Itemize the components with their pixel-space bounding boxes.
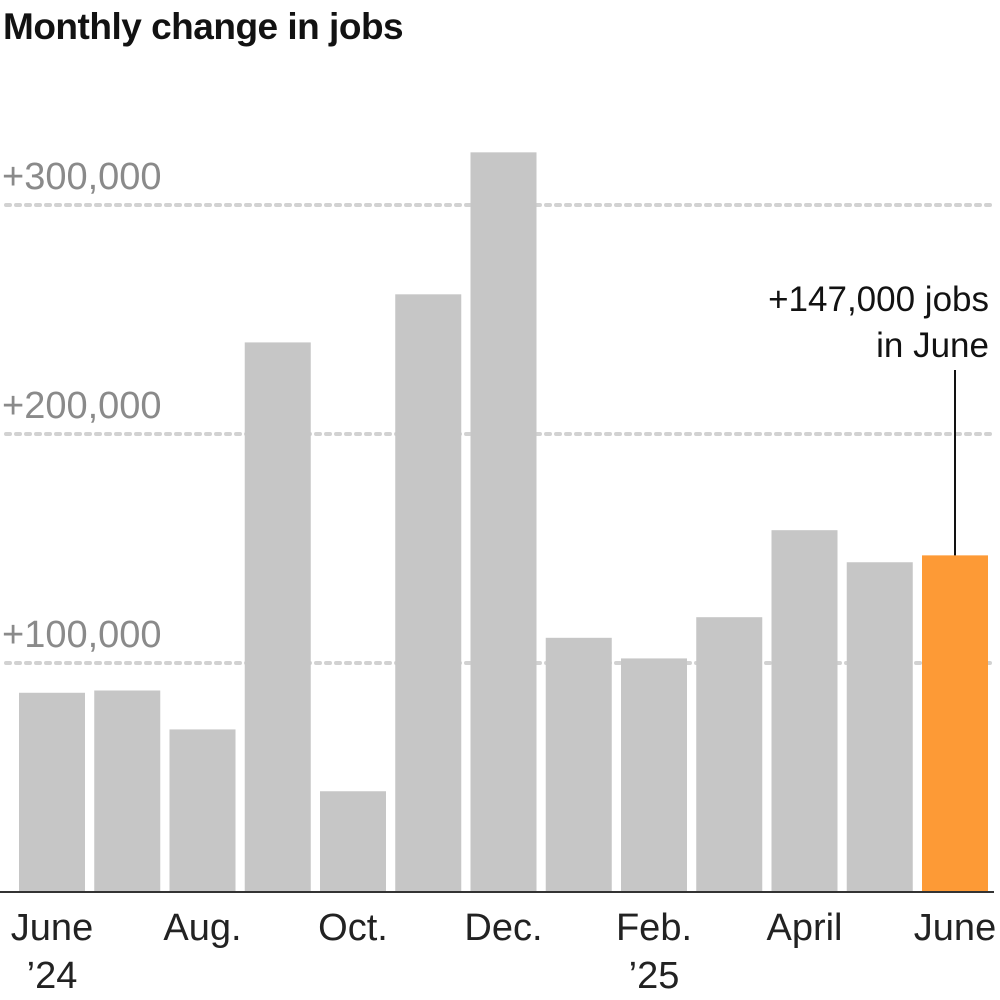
bar (19, 692, 85, 892)
bar (846, 562, 913, 892)
annotation: +147,000 jobs in June (768, 280, 989, 556)
bar (94, 690, 161, 892)
y-tick-label: +300,000 (2, 156, 162, 198)
x-tick-label: Dec. (464, 907, 542, 949)
x-tick-label: June ’24 (11, 907, 93, 997)
x-tick-labels: June ’24 Aug. Oct. Dec. Feb. ’25 April June (11, 907, 996, 997)
bar (696, 617, 763, 892)
x-tick-label: Aug. (163, 907, 241, 949)
bar (395, 294, 462, 892)
y-tick-label: +200,000 (2, 385, 162, 427)
bar (320, 791, 386, 892)
bar (771, 530, 838, 892)
chart-title: Monthly change in jobs (3, 6, 404, 47)
x-tick-label: Oct. (318, 907, 388, 949)
bar (244, 342, 311, 892)
x-tick-label: June (914, 907, 996, 949)
bar (922, 555, 988, 892)
x-tick-label: April (766, 907, 842, 949)
bar (621, 658, 687, 892)
bar (470, 152, 537, 892)
x-tick-label: Feb. ’25 (616, 907, 692, 997)
annotation-label: +147,000 jobs in June (768, 280, 989, 365)
y-tick-labels: +100,000 +200,000 +300,000 (2, 156, 162, 656)
bars (19, 152, 988, 892)
y-tick-label: +100,000 (2, 614, 162, 656)
bar (169, 729, 236, 892)
bar (545, 637, 612, 892)
